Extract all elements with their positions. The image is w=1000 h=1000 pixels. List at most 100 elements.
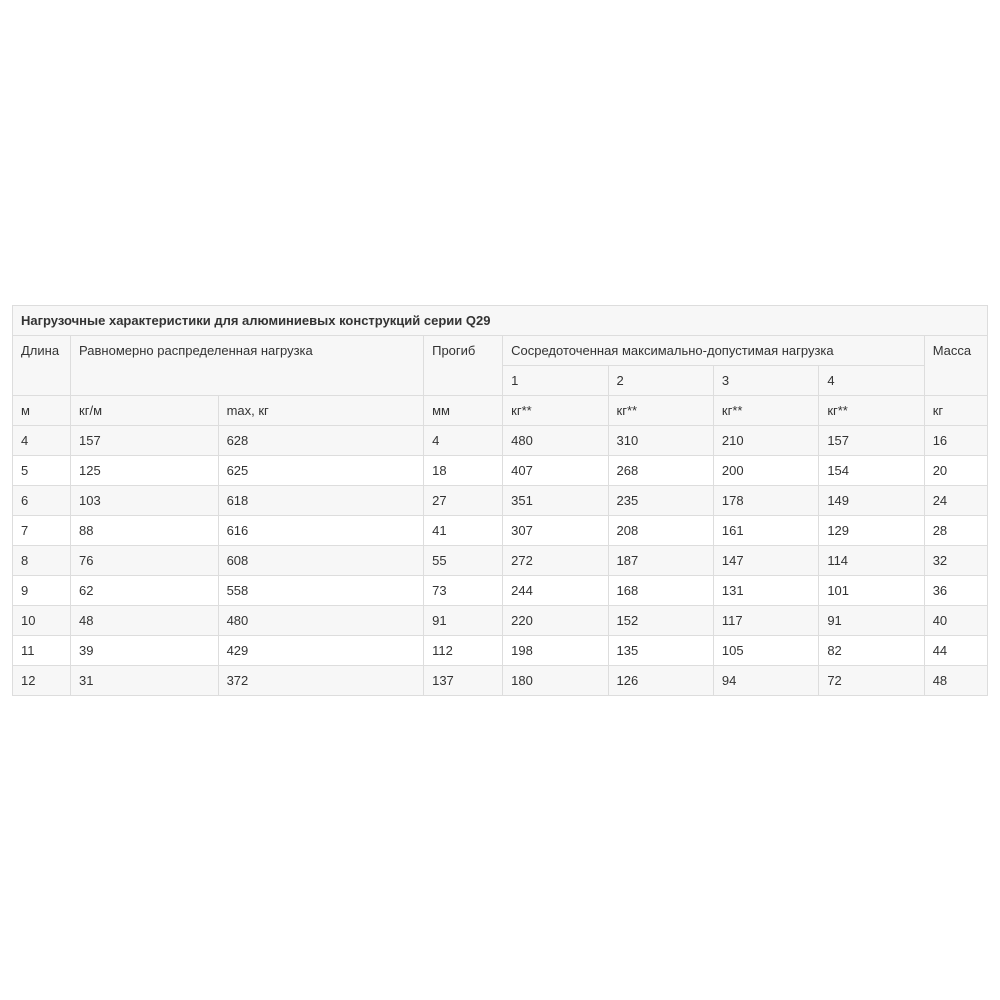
cell-c3: 117 — [713, 605, 818, 635]
table-row: 1048480912201521179140 — [13, 605, 988, 635]
cell-c1: 480 — [503, 425, 608, 455]
cell-dist2: 480 — [218, 605, 424, 635]
cell-mass: 20 — [924, 455, 987, 485]
header-concentrated: Сосредоточенная максимально-допустимая н… — [503, 335, 925, 365]
cell-length: 10 — [13, 605, 71, 635]
cell-c4: 72 — [819, 665, 924, 695]
cell-deflection: 4 — [424, 425, 503, 455]
cell-mass: 44 — [924, 635, 987, 665]
cell-deflection: 18 — [424, 455, 503, 485]
cell-dist2: 558 — [218, 575, 424, 605]
cell-c1: 180 — [503, 665, 608, 695]
cell-mass: 28 — [924, 515, 987, 545]
table-row: 8766085527218714711432 — [13, 545, 988, 575]
unit-mass: кг — [924, 395, 987, 425]
header-deflection: Прогиб — [424, 335, 503, 395]
table-row: 4157628448031021015716 — [13, 425, 988, 455]
cell-dist1: 62 — [71, 575, 219, 605]
cell-c2: 310 — [608, 425, 713, 455]
cell-mass: 40 — [924, 605, 987, 635]
cell-c1: 220 — [503, 605, 608, 635]
unit-conc3: кг** — [713, 395, 818, 425]
unit-conc1: кг** — [503, 395, 608, 425]
cell-dist1: 125 — [71, 455, 219, 485]
cell-c2: 208 — [608, 515, 713, 545]
cell-length: 4 — [13, 425, 71, 455]
cell-c4: 114 — [819, 545, 924, 575]
cell-c1: 407 — [503, 455, 608, 485]
cell-deflection: 73 — [424, 575, 503, 605]
header-conc-2: 2 — [608, 365, 713, 395]
table-row: 7886164130720816112928 — [13, 515, 988, 545]
load-characteristics-table: Нагрузочные характеристики для алюминиев… — [12, 305, 988, 696]
cell-dist1: 76 — [71, 545, 219, 575]
table-row: 1231372137180126947248 — [13, 665, 988, 695]
cell-deflection: 55 — [424, 545, 503, 575]
table-title: Нагрузочные характеристики для алюминиев… — [13, 305, 988, 335]
cell-length: 6 — [13, 485, 71, 515]
cell-dist2: 616 — [218, 515, 424, 545]
cell-c2: 235 — [608, 485, 713, 515]
cell-deflection: 137 — [424, 665, 503, 695]
cell-c4: 129 — [819, 515, 924, 545]
cell-c3: 178 — [713, 485, 818, 515]
cell-mass: 32 — [924, 545, 987, 575]
header-distributed: Равномерно распределенная нагрузка — [71, 335, 424, 395]
cell-c1: 198 — [503, 635, 608, 665]
cell-c3: 210 — [713, 425, 818, 455]
cell-c2: 135 — [608, 635, 713, 665]
cell-c1: 244 — [503, 575, 608, 605]
cell-c4: 82 — [819, 635, 924, 665]
cell-length: 11 — [13, 635, 71, 665]
header-conc-1: 1 — [503, 365, 608, 395]
cell-dist1: 88 — [71, 515, 219, 545]
header-conc-4: 4 — [819, 365, 924, 395]
cell-dist2: 429 — [218, 635, 424, 665]
unit-conc2: кг** — [608, 395, 713, 425]
cell-dist2: 628 — [218, 425, 424, 455]
cell-mass: 36 — [924, 575, 987, 605]
unit-dist1: кг/м — [71, 395, 219, 425]
cell-deflection: 41 — [424, 515, 503, 545]
cell-length: 12 — [13, 665, 71, 695]
cell-deflection: 91 — [424, 605, 503, 635]
cell-dist1: 157 — [71, 425, 219, 455]
cell-c4: 154 — [819, 455, 924, 485]
cell-c4: 91 — [819, 605, 924, 635]
cell-c4: 149 — [819, 485, 924, 515]
cell-dist2: 608 — [218, 545, 424, 575]
table-row: 9625587324416813110136 — [13, 575, 988, 605]
unit-dist2: max, кг — [218, 395, 424, 425]
cell-length: 7 — [13, 515, 71, 545]
cell-c3: 200 — [713, 455, 818, 485]
cell-c2: 126 — [608, 665, 713, 695]
cell-mass: 24 — [924, 485, 987, 515]
unit-deflection: мм — [424, 395, 503, 425]
cell-dist1: 39 — [71, 635, 219, 665]
cell-c4: 157 — [819, 425, 924, 455]
cell-c1: 307 — [503, 515, 608, 545]
header-conc-3: 3 — [713, 365, 818, 395]
cell-dist2: 372 — [218, 665, 424, 695]
cell-c2: 268 — [608, 455, 713, 485]
cell-c2: 168 — [608, 575, 713, 605]
cell-c3: 131 — [713, 575, 818, 605]
cell-length: 9 — [13, 575, 71, 605]
table-row: 51256251840726820015420 — [13, 455, 988, 485]
cell-mass: 48 — [924, 665, 987, 695]
cell-dist2: 618 — [218, 485, 424, 515]
cell-c2: 152 — [608, 605, 713, 635]
cell-deflection: 27 — [424, 485, 503, 515]
cell-length: 5 — [13, 455, 71, 485]
header-length: Длина — [13, 335, 71, 395]
cell-dist1: 31 — [71, 665, 219, 695]
cell-c1: 351 — [503, 485, 608, 515]
cell-mass: 16 — [924, 425, 987, 455]
cell-c3: 147 — [713, 545, 818, 575]
unit-length: м — [13, 395, 71, 425]
cell-deflection: 112 — [424, 635, 503, 665]
cell-c3: 94 — [713, 665, 818, 695]
unit-conc4: кг** — [819, 395, 924, 425]
cell-c1: 272 — [503, 545, 608, 575]
cell-dist1: 48 — [71, 605, 219, 635]
